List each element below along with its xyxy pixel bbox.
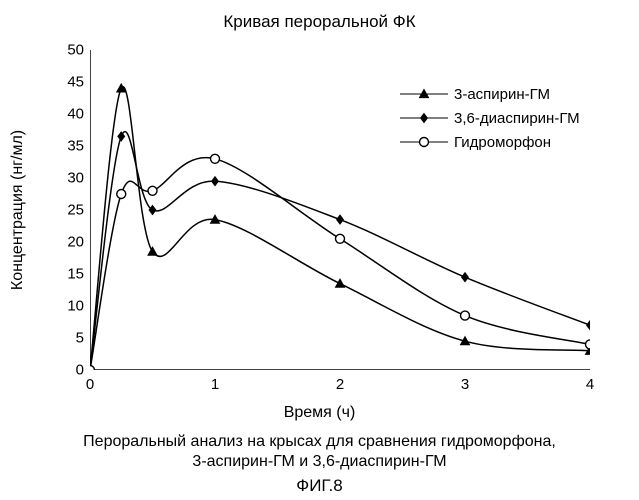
chart-title: Кривая пероральной ФК [0,12,639,32]
legend-item: Гидроморфон [400,130,580,154]
y-tick-label: 45 [67,74,84,91]
legend: 3-аспирин-ГМ 3,6-диаспирин-ГМ Гидроморфон [400,82,580,154]
y-tick-label: 0 [76,362,84,379]
x-tick-label: 4 [586,376,594,393]
legend-label: 3,6-диаспирин-ГМ [454,110,580,127]
y-tick-label: 35 [67,138,84,155]
caption-line-2: 3-аспирин-ГМ и 3,6-диаспирин-ГМ [192,453,446,470]
legend-label: 3-аспирин-ГМ [454,86,550,103]
legend-item: 3,6-диаспирин-ГМ [400,106,580,130]
x-tick-label: 3 [461,376,469,393]
x-axis-label: Время (ч) [0,404,639,422]
y-tick-label: 30 [67,170,84,187]
x-tick-label: 0 [86,376,94,393]
y-axis-label: Концентрация (нг/мл) [9,130,27,290]
x-tick-label: 2 [336,376,344,393]
y-tick-label: 5 [76,330,84,347]
y-tick-label: 20 [67,234,84,251]
legend-swatch [400,108,448,128]
figure-caption: Пероральный анализ на крысах для сравнен… [0,432,639,472]
y-tick-label: 10 [67,298,84,315]
y-tick-label: 40 [67,106,84,123]
legend-item: 3-аспирин-ГМ [400,82,580,106]
x-tick-label: 1 [211,376,219,393]
y-tick-label: 15 [67,266,84,283]
y-tick-label: 50 [67,42,84,59]
legend-label: Гидроморфон [454,134,551,151]
legend-swatch [400,84,448,104]
legend-swatch [400,132,448,152]
caption-line-1: Пероральный анализ на крысах для сравнен… [83,433,556,450]
figure-label: ФИГ.8 [0,476,639,496]
y-tick-label: 25 [67,202,84,219]
